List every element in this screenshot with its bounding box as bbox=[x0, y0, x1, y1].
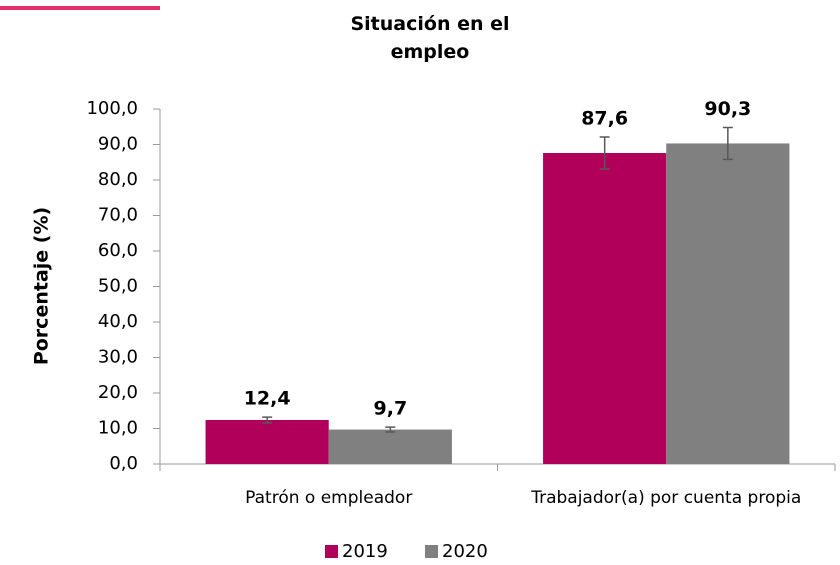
y-axis-label: Porcentaje (%) bbox=[31, 207, 53, 365]
y-tick-label: 40,0 bbox=[98, 311, 138, 332]
value-label: 9,7 bbox=[374, 398, 408, 420]
error-bar bbox=[262, 416, 273, 424]
y-tick-label: 80,0 bbox=[98, 169, 138, 190]
bar bbox=[666, 143, 790, 464]
y-tick-label: 50,0 bbox=[98, 276, 138, 297]
error-bar bbox=[599, 136, 610, 170]
legend-swatch bbox=[425, 545, 438, 558]
y-tick-label: 70,0 bbox=[98, 205, 138, 226]
y-tick-label: 90,0 bbox=[98, 134, 138, 155]
legend-label: 2019 bbox=[342, 541, 388, 562]
decoration bbox=[0, 6, 160, 10]
value-label: 90,3 bbox=[704, 98, 751, 120]
x-tick-label: Patrón o empleador bbox=[245, 488, 412, 508]
y-tick-label: 20,0 bbox=[98, 382, 138, 403]
bar bbox=[328, 429, 452, 464]
chart-title: Situación en el empleo bbox=[350, 13, 510, 63]
y-tick-label: 30,0 bbox=[98, 347, 138, 368]
bar bbox=[205, 419, 329, 464]
legend-swatch bbox=[325, 545, 338, 558]
legend-label: 2020 bbox=[442, 541, 488, 562]
bar bbox=[543, 153, 667, 464]
y-tick-label: 60,0 bbox=[98, 240, 138, 261]
y-tick-label: 0,0 bbox=[109, 453, 138, 474]
error-bar bbox=[385, 426, 396, 433]
value-label: 12,4 bbox=[244, 388, 291, 410]
y-tick-label: 10,0 bbox=[98, 418, 138, 439]
value-label: 87,6 bbox=[581, 108, 628, 130]
y-tick-label: 100,0 bbox=[86, 98, 138, 119]
error-bar bbox=[722, 126, 733, 161]
x-tick-label: Trabajador(a) por cuenta propia bbox=[530, 488, 801, 508]
